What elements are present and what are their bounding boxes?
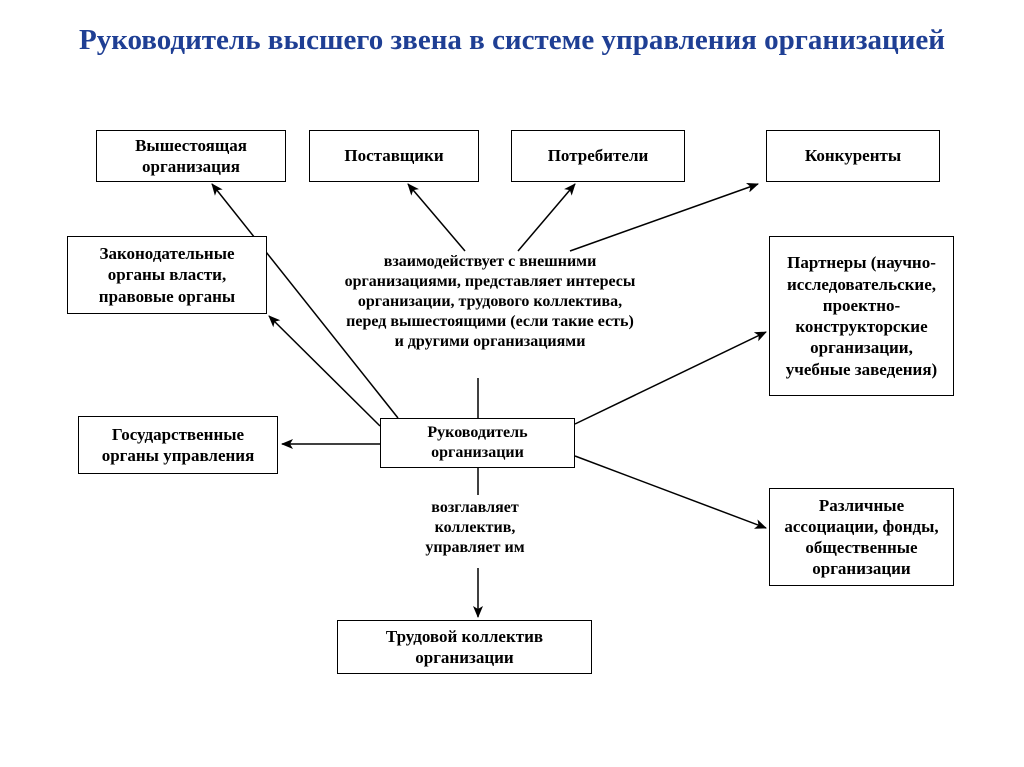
node-consumers: Потребители xyxy=(511,130,685,182)
node-higher-org: Вышестоящая организация xyxy=(96,130,286,182)
node-suppliers: Поставщики xyxy=(309,130,479,182)
text-interacts-external: взаимодействует с внешними организациями… xyxy=(340,252,640,352)
node-label: Государственные органы управления xyxy=(87,424,269,467)
node-leader: Руководитель организации xyxy=(380,418,575,468)
node-label: Руководитель организации xyxy=(389,423,566,463)
node-label: Конкуренты xyxy=(805,145,901,166)
node-label: Вышестоящая организация xyxy=(105,135,277,178)
node-competitors: Конкуренты xyxy=(766,130,940,182)
node-label: Законодательные органы власти, правовые … xyxy=(76,243,258,307)
node-legislative: Законодательные органы власти, правовые … xyxy=(67,236,267,314)
text-leads-collective: возглавляет коллектив, управляет им xyxy=(400,498,550,558)
node-gov-mgmt: Государственные органы управления xyxy=(78,416,278,474)
node-label: Трудовой коллектив организации xyxy=(346,626,583,669)
node-associations: Различные ассоциации, фонды, общественны… xyxy=(769,488,954,586)
node-label: Партнеры (научно-исследовательские, прое… xyxy=(778,252,945,380)
node-label: Потребители xyxy=(548,145,649,166)
node-collective: Трудовой коллектив организации xyxy=(337,620,592,674)
node-partners: Партнеры (научно-исследовательские, прое… xyxy=(769,236,954,396)
node-label: Различные ассоциации, фонды, общественны… xyxy=(778,495,945,580)
node-label: Поставщики xyxy=(344,145,443,166)
page-title: Руководитель высшего звена в системе упр… xyxy=(0,22,1024,58)
